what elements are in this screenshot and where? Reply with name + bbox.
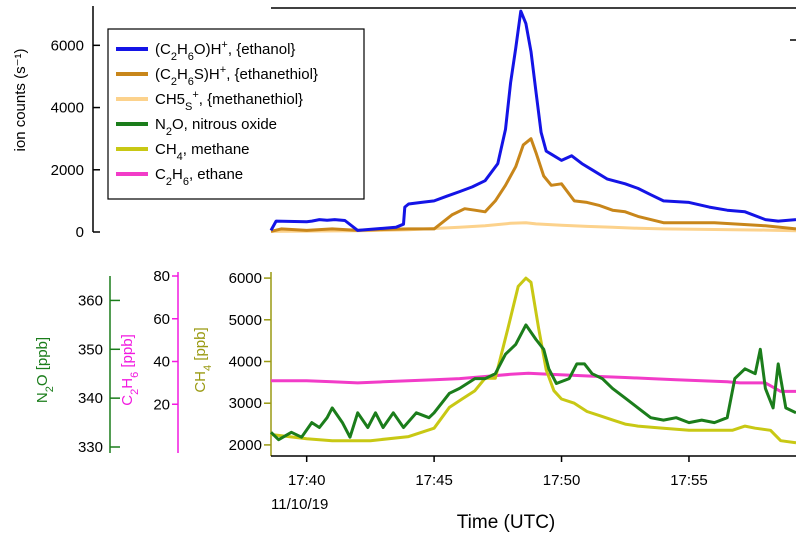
n2o-axis-title: N2O [ppb]	[34, 337, 56, 403]
legend-label-ch4: CH4, methane	[155, 141, 250, 163]
series-ch4	[270, 276, 796, 445]
legend-label-c2h6: C2H6, ethane	[155, 166, 243, 188]
x-tick-label: 17:55	[670, 472, 708, 489]
top-y-tick-label: 2000	[51, 162, 84, 179]
legend: (C2H6O)H+, {ethanol}(C2H6S)H+, {ethaneth…	[107, 28, 365, 200]
bottom-panel: 2000 3000 4000 5000 6000 CH4 [ppb] 20 40 60 80 C2H…	[34, 268, 796, 533]
top-panel: 0 2000 4000 6000 ion counts (s⁻¹)	[12, 6, 796, 241]
legend-label-methanethiol: CH5S+, {methanethiol}	[155, 89, 303, 113]
n2o-tick-label: 360	[78, 292, 103, 309]
top-y-tick-label: 0	[76, 224, 84, 241]
date-label: 11/10/19	[271, 496, 328, 513]
legend-label-ethanol: (C2H6O)H+, {ethanol}	[155, 39, 295, 63]
x-tick-label: 17:50	[543, 472, 581, 489]
top-y-axis-title: ion counts (s⁻¹)	[12, 49, 29, 152]
x-tick-label: 17:40	[288, 472, 326, 489]
legend-label-n2o: N2O, nitrous oxide	[155, 116, 277, 138]
series-c2h6	[271, 371, 796, 393]
ch4-tick-label: 2000	[229, 437, 262, 454]
x-axis-title: Time (UTC)	[457, 512, 556, 533]
c2h6-tick-label: 60	[153, 311, 170, 328]
ch4-axis-title: CH4 [ppb]	[192, 327, 214, 392]
series-n2o	[269, 323, 796, 442]
series-ethanol	[269, 9, 796, 232]
n2o-tick-label: 350	[78, 341, 103, 358]
top-y-tick-label: 4000	[51, 100, 84, 117]
legend-box	[107, 28, 365, 200]
x-tick-label: 17:45	[415, 472, 453, 489]
ch4-tick-label: 4000	[229, 354, 262, 371]
n2o-tick-label: 330	[78, 439, 103, 456]
legend-label-ethanethiol: (C2H6S)H+, {ethanethiol}	[155, 64, 318, 88]
series-ethanethiol	[270, 137, 796, 233]
ch4-tick-label: 5000	[229, 312, 262, 329]
c2h6-tick-label: 20	[153, 396, 170, 413]
n2o-tick-label: 340	[78, 390, 103, 407]
c2h6-axis-title: C2H6 [ppb]	[119, 334, 141, 405]
c2h6-tick-label: 80	[153, 268, 170, 285]
ch4-tick-label: 6000	[229, 270, 262, 287]
top-y-tick-label: 6000	[51, 37, 84, 54]
ch4-tick-label: 3000	[229, 395, 262, 412]
c2h6-tick-label: 40	[153, 354, 170, 371]
